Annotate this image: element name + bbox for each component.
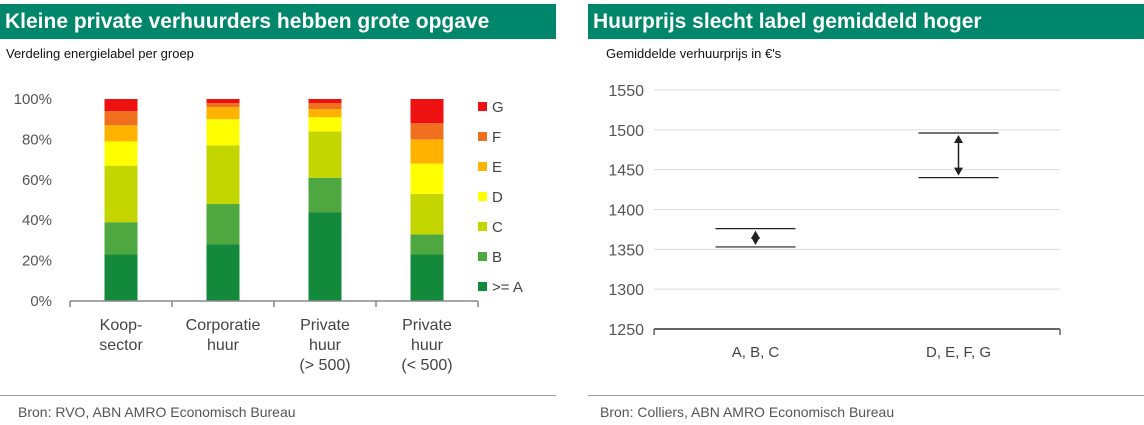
x-tick-label: Corporatie xyxy=(186,317,261,334)
bar-segment xyxy=(206,103,240,108)
y-tick-label: 20% xyxy=(22,253,52,270)
y-tick-label: 1300 xyxy=(608,282,644,299)
legend-label: F xyxy=(492,129,501,146)
bar-segment xyxy=(410,99,444,124)
bar-segment xyxy=(308,117,342,132)
legend-label: >= A xyxy=(492,279,523,296)
bar-segment xyxy=(308,131,342,178)
bar-segment xyxy=(410,139,444,164)
right-panel: Huurprijs slecht label gemiddeld hoger G… xyxy=(588,0,1144,425)
bar-segment xyxy=(104,111,138,126)
y-tick-label: 40% xyxy=(22,212,52,229)
x-tick-label: Private xyxy=(402,317,452,334)
bar-segment xyxy=(308,109,342,118)
legend-swatch xyxy=(478,222,487,231)
y-tick-label: 1450 xyxy=(608,163,644,180)
y-tick-label: 60% xyxy=(22,172,52,189)
legend-label: D xyxy=(492,189,503,206)
bar-segment xyxy=(104,222,138,255)
range-arrow-head-down xyxy=(954,167,963,176)
x-tick-label: A, B, C xyxy=(732,344,780,361)
x-tick-label: (> 500) xyxy=(299,357,350,374)
x-tick-label: huur xyxy=(207,337,240,354)
range-arrow-head-up xyxy=(751,230,760,239)
left-chart-title: Kleine private verhuurders hebben grote … xyxy=(0,4,556,39)
bar-segment xyxy=(410,163,444,194)
legend-swatch xyxy=(478,192,487,201)
bar-segment xyxy=(206,145,240,205)
right-chart-title: Huurprijs slecht label gemiddeld hoger xyxy=(588,4,1144,39)
left-panel: Kleine private verhuurders hebben grote … xyxy=(0,0,556,425)
legend-swatch xyxy=(478,252,487,261)
bar-segment xyxy=(104,141,138,166)
legend-label: G xyxy=(492,99,504,116)
bar-segment xyxy=(104,99,138,112)
y-tick-label: 80% xyxy=(22,131,52,148)
right-source-note: Bron: Colliers, ABN AMRO Economisch Bure… xyxy=(600,404,895,420)
bar-segment xyxy=(206,244,240,301)
y-tick-label: 1250 xyxy=(608,322,644,339)
range-arrow-head-up xyxy=(954,135,963,144)
bar-segment xyxy=(410,234,444,255)
y-tick-label: 1500 xyxy=(608,123,644,140)
bar-segment xyxy=(104,165,138,223)
left-source-note: Bron: RVO, ABN AMRO Economisch Bureau xyxy=(18,404,296,420)
y-tick-label: 0% xyxy=(30,293,52,310)
bar-segment xyxy=(308,177,342,213)
x-tick-label: sector xyxy=(99,337,143,354)
legend-label: B xyxy=(492,249,502,266)
bar-segment xyxy=(308,99,342,104)
price-range-chart: 1250 1300 1350 1400 1450 1500 1550 A, B, C D, E,… xyxy=(608,83,1061,361)
x-tick-label: D, E, F, G xyxy=(926,344,991,361)
bar-segment xyxy=(206,107,240,120)
y-tick-label: 100% xyxy=(14,91,52,108)
x-tick-label: huur xyxy=(411,337,444,354)
legend-label: E xyxy=(492,159,502,176)
range-arrow-head-down xyxy=(751,236,760,245)
right-footer-divider xyxy=(588,395,1144,396)
bar-segment xyxy=(308,212,342,301)
bar-segment xyxy=(104,254,138,301)
bar-segment xyxy=(410,123,444,140)
bar-segment xyxy=(308,103,342,110)
bar-segment xyxy=(104,125,138,142)
bar-segment xyxy=(410,254,444,301)
legend-swatch xyxy=(478,102,487,111)
stacked-bar-chart: 0% 20% 40% 60% 80% 100% Koop-sector Corporatie h… xyxy=(14,91,523,374)
bar-segment xyxy=(206,204,240,245)
legend-swatch xyxy=(478,282,487,291)
x-tick-label: huur xyxy=(309,337,342,354)
bar-segment xyxy=(410,193,444,235)
x-tick-label: Private xyxy=(300,317,350,334)
left-chart-subtitle: Verdeling energielabel per groep xyxy=(6,46,194,61)
x-tick-label: Koop- xyxy=(100,317,143,334)
bar-segment xyxy=(206,119,240,146)
legend-swatch xyxy=(478,132,487,141)
y-tick-label: 1550 xyxy=(608,83,644,100)
left-footer-divider xyxy=(0,395,556,396)
x-tick-label: (< 500) xyxy=(401,357,452,374)
legend-swatch xyxy=(478,162,487,171)
right-chart-subtitle: Gemiddelde verhuurprijs in €'s xyxy=(606,46,782,61)
legend-label: C xyxy=(492,219,503,236)
y-tick-label: 1350 xyxy=(608,242,644,259)
y-tick-label: 1400 xyxy=(608,203,644,220)
bar-segment xyxy=(206,99,240,104)
